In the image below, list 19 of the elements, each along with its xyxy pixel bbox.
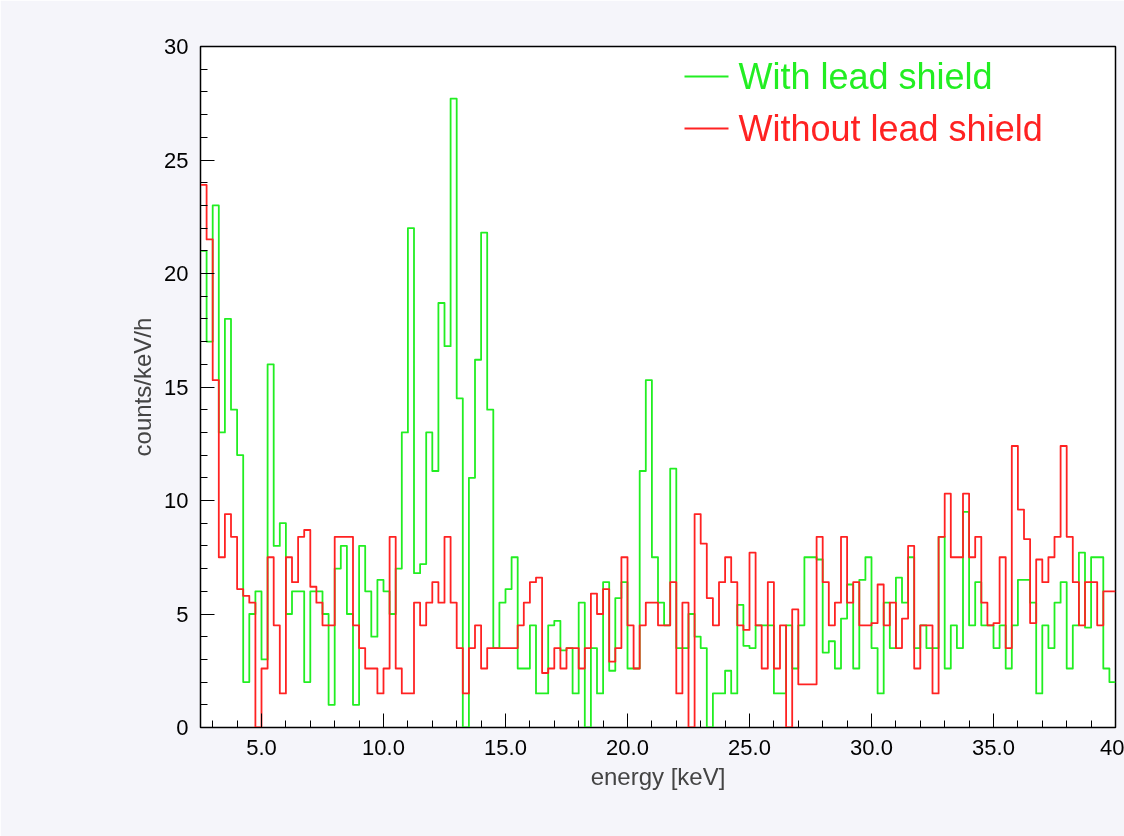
x-tick-label: 20.0: [606, 734, 649, 760]
x-axis-title: energy [keV]: [590, 762, 726, 790]
legend-label: With lead shield: [738, 56, 993, 97]
x-tick-label: 5.0: [246, 734, 277, 760]
y-axis-title: counts/keV/h: [129, 317, 157, 457]
y-tick-label: 15: [164, 374, 189, 400]
y-tick-label: 20: [164, 261, 189, 286]
x-tick-label: 15.0: [484, 734, 527, 760]
x-tick-label: 35.0: [972, 734, 1015, 760]
x-tick-label: 40: [1100, 734, 1124, 760]
y-tick-label: 25: [164, 147, 189, 173]
y-tick-label: 5: [176, 601, 189, 627]
legend-label: Without lead shield: [738, 108, 1043, 149]
y-tick-label: 0: [176, 715, 189, 740]
x-tick-label: 30.0: [850, 734, 893, 760]
y-tick-label: 10: [164, 488, 189, 513]
x-tick-label: 25.0: [728, 734, 771, 760]
y-tick-label: 30: [164, 34, 189, 59]
x-tick-label: 10.0: [362, 734, 405, 760]
